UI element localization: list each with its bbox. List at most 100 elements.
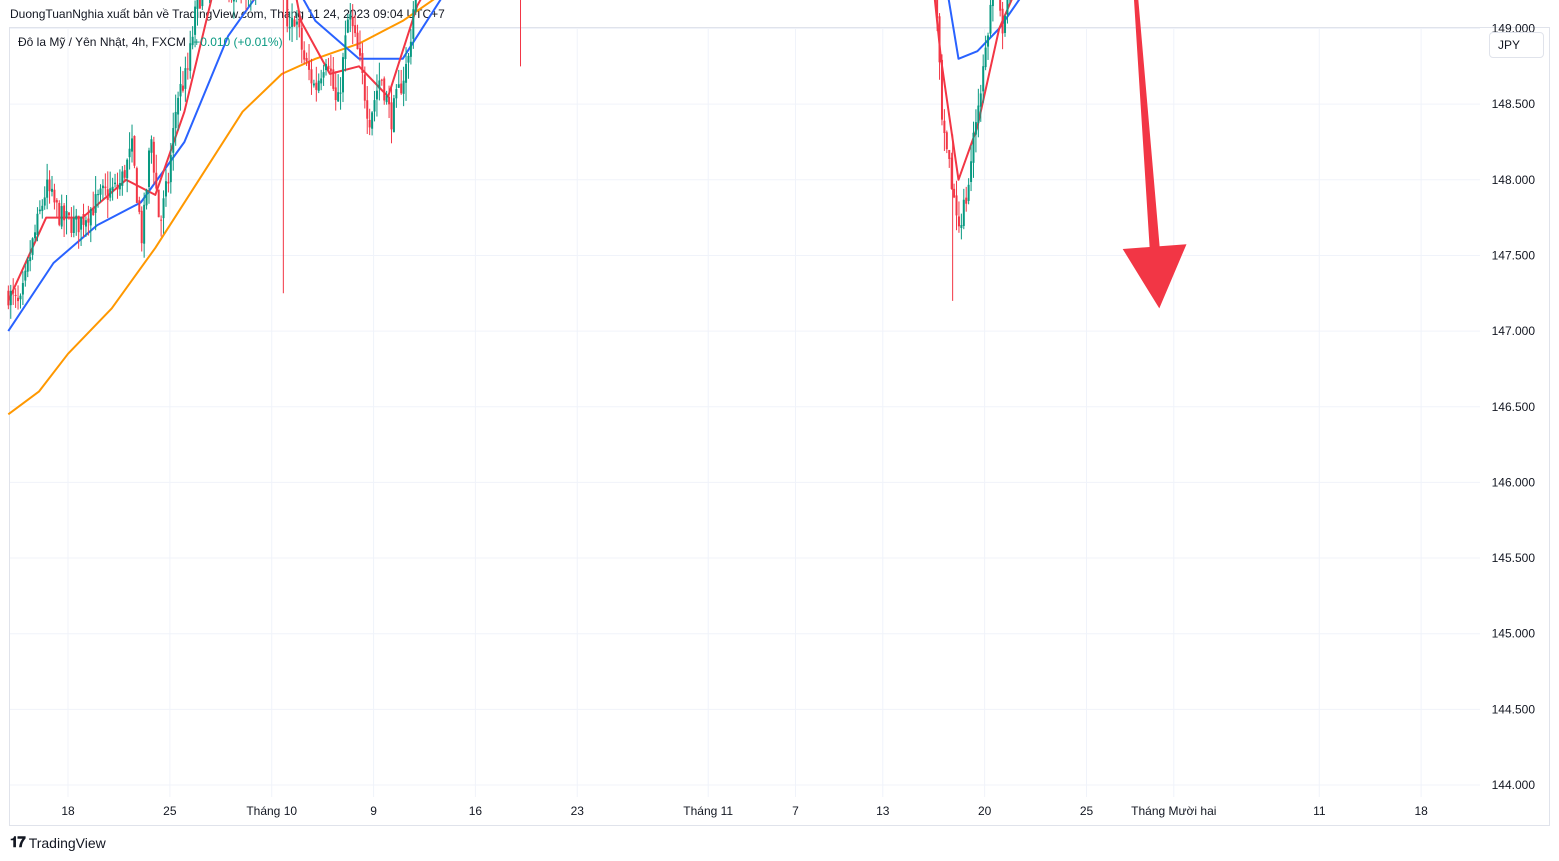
candle-body bbox=[60, 206, 63, 227]
candle-body bbox=[288, 26, 291, 29]
candle-body bbox=[397, 84, 400, 88]
candle-body bbox=[106, 189, 109, 200]
time-tick-label: 23 bbox=[571, 804, 585, 818]
candle-body bbox=[412, 9, 415, 39]
candle-body bbox=[17, 297, 20, 302]
price-tick-label: 147.000 bbox=[1492, 324, 1536, 338]
candle-body bbox=[194, 6, 197, 35]
candle-body bbox=[72, 217, 75, 233]
candle-body bbox=[332, 69, 335, 89]
candlesticks bbox=[7, 0, 1011, 319]
candle-body bbox=[65, 211, 68, 218]
candle-body bbox=[354, 25, 357, 34]
candle-body bbox=[114, 182, 117, 185]
candle-body bbox=[138, 200, 141, 212]
candle-body bbox=[201, 0, 204, 7]
candle-body bbox=[312, 83, 315, 86]
ema-mid-line bbox=[7, 0, 1021, 332]
candle-body bbox=[378, 80, 381, 89]
candle-body bbox=[80, 216, 83, 230]
candle-body bbox=[7, 290, 10, 306]
time-tick-label: 18 bbox=[61, 804, 75, 818]
candle-body bbox=[303, 50, 306, 60]
candle-body bbox=[169, 155, 172, 183]
time-tick-label: Tháng Mười hai bbox=[1131, 804, 1216, 818]
candle-body bbox=[118, 183, 121, 190]
candle-body bbox=[128, 148, 131, 158]
candle-body bbox=[14, 294, 17, 296]
candle-body bbox=[116, 184, 119, 190]
tradingview-mark-icon: 𝟏𝟕 bbox=[10, 834, 26, 851]
time-tick-label: 9 bbox=[370, 804, 377, 818]
candle-body bbox=[380, 79, 383, 81]
time-tick-label: 11 bbox=[1313, 804, 1326, 818]
candle-body bbox=[295, 21, 298, 25]
candle-body bbox=[147, 150, 150, 187]
candle-body bbox=[358, 48, 361, 56]
candle-body bbox=[181, 85, 184, 91]
candle-body bbox=[407, 55, 410, 63]
time-tick-label: 25 bbox=[1080, 804, 1094, 818]
currency-button[interactable]: JPY bbox=[1489, 32, 1544, 58]
candle-body bbox=[184, 68, 187, 89]
candle-body bbox=[943, 120, 946, 134]
candle-body bbox=[172, 128, 175, 153]
time-tick-label: 18 bbox=[1414, 804, 1428, 818]
candle-body bbox=[43, 197, 46, 206]
symbol-legend[interactable]: Đô la Mỹ / Yên Nhật, 4h, FXCM +0.010 (+0… bbox=[18, 35, 283, 49]
candle-body bbox=[371, 112, 374, 129]
candle-body bbox=[36, 213, 39, 235]
candle-body bbox=[82, 213, 85, 225]
candle-body bbox=[87, 218, 90, 223]
candle-body bbox=[31, 238, 34, 255]
candle-body bbox=[75, 215, 78, 220]
candle-body bbox=[392, 98, 395, 132]
candle-body bbox=[351, 16, 354, 27]
candle-body bbox=[327, 65, 330, 70]
candle-body bbox=[982, 66, 985, 92]
candle-body bbox=[339, 92, 342, 94]
candle-body bbox=[972, 132, 975, 163]
candle-body bbox=[385, 95, 388, 103]
candle-body bbox=[19, 295, 22, 300]
tradingview-logo[interactable]: 𝟏𝟕 TradingView bbox=[10, 834, 106, 851]
candle-body bbox=[155, 172, 158, 189]
candle-body bbox=[300, 27, 303, 50]
candle-body bbox=[984, 47, 987, 68]
candle-body bbox=[41, 205, 44, 211]
candle-body bbox=[157, 189, 160, 218]
price-tick-label: 147.500 bbox=[1492, 248, 1536, 262]
time-tick-label: 7 bbox=[792, 804, 799, 818]
candle-body bbox=[970, 161, 973, 183]
candle-body bbox=[1001, 8, 1004, 34]
candle-body bbox=[38, 209, 41, 212]
ema-slow-line bbox=[7, 0, 435, 416]
candle-body bbox=[70, 218, 73, 233]
grid-lines bbox=[10, 28, 1480, 797]
candle-body bbox=[361, 53, 364, 74]
candle-body bbox=[160, 219, 163, 221]
price-tick-label: 144.000 bbox=[1492, 778, 1536, 792]
candle-body bbox=[298, 19, 301, 28]
candle-body bbox=[167, 181, 170, 184]
candle-body bbox=[945, 132, 948, 150]
price-tick-label: 144.500 bbox=[1492, 702, 1536, 716]
candle-body bbox=[55, 200, 58, 203]
candle-body bbox=[123, 170, 126, 178]
candle-body bbox=[337, 92, 340, 102]
candle-body bbox=[991, 0, 994, 7]
price-change: +0.010 (+0.01%) bbox=[193, 35, 283, 49]
candle-body bbox=[111, 186, 114, 191]
candle-body bbox=[948, 149, 951, 159]
candle-body bbox=[334, 87, 337, 101]
candle-body bbox=[99, 188, 102, 195]
candle-body bbox=[962, 199, 965, 226]
drawings bbox=[1122, 0, 1187, 309]
candle-body bbox=[341, 57, 344, 93]
candle-body bbox=[322, 72, 325, 78]
candle-body bbox=[308, 61, 311, 70]
candle-body bbox=[979, 93, 982, 107]
candle-body bbox=[957, 216, 960, 227]
candle-body bbox=[48, 179, 51, 192]
